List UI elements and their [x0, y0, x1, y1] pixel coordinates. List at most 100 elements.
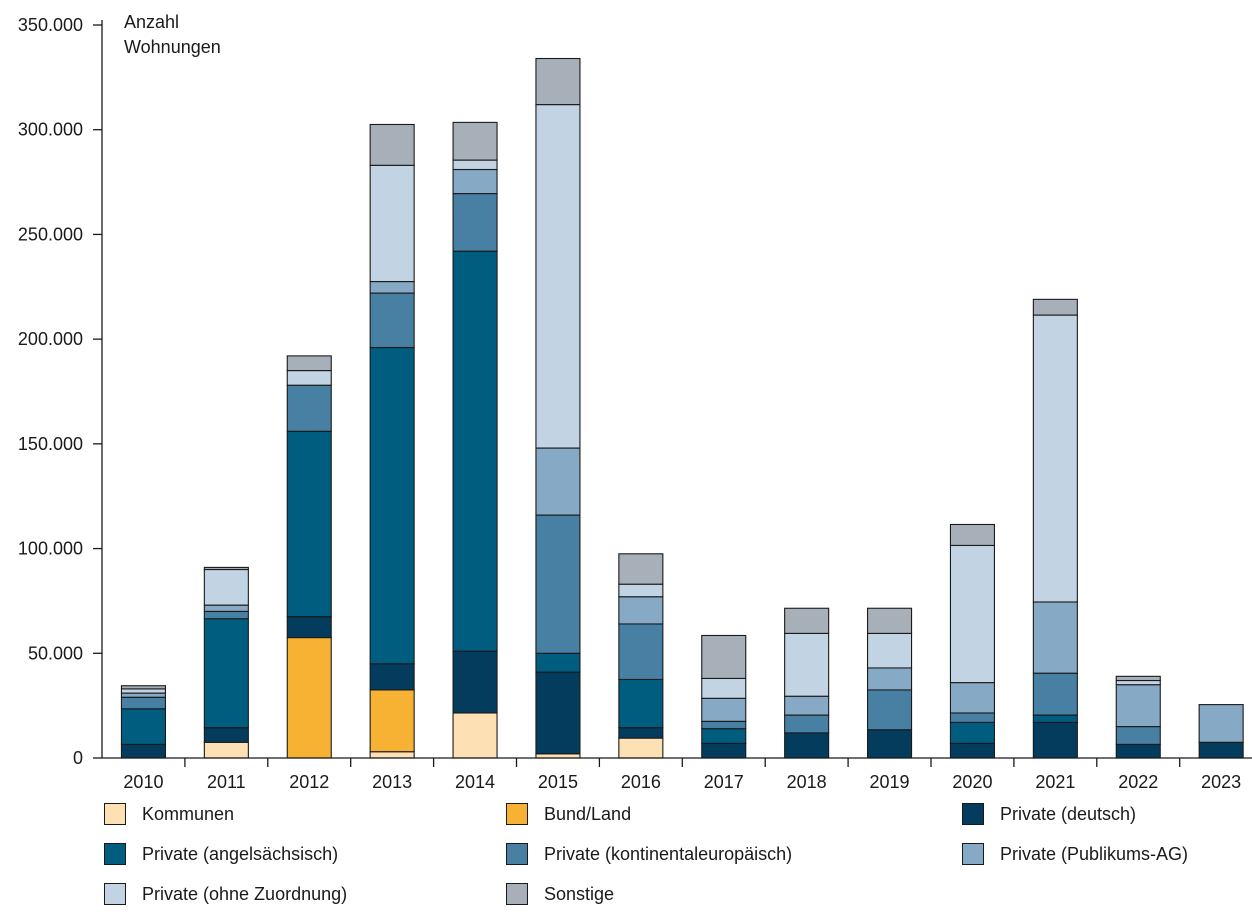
bar-segment — [286, 616, 332, 639]
bar-segment — [452, 650, 498, 714]
bar-segment — [120, 685, 166, 690]
bar-segment — [203, 568, 249, 606]
bar-segment — [203, 566, 249, 571]
bar-segment — [452, 159, 498, 171]
bar-segment — [949, 523, 996, 546]
bar-segment — [369, 346, 415, 665]
x-tick-label: 2023 — [1201, 772, 1241, 792]
bar-segment — [618, 623, 664, 681]
bar-segment — [535, 104, 581, 449]
bar-segment — [1032, 714, 1078, 723]
bar-segment — [369, 751, 415, 759]
bar-segment — [203, 741, 249, 759]
y-tick-label: 150.000 — [18, 434, 83, 454]
x-tick-label: 2015 — [538, 772, 578, 792]
bar-segment — [1115, 679, 1161, 686]
x-tick-label: 2011 — [207, 772, 246, 792]
bar-segment — [701, 634, 747, 679]
y-tick-label: 100.000 — [18, 539, 83, 559]
bar-segment — [369, 292, 415, 349]
x-tick-label: 2010 — [123, 772, 163, 792]
bar-segment — [866, 607, 913, 634]
bar-segment — [784, 695, 830, 716]
bar-segment — [452, 193, 498, 252]
x-tick-label: 2014 — [455, 772, 495, 792]
bar-segment — [1115, 726, 1161, 745]
bar-segment — [1198, 704, 1244, 743]
x-tick-label: 2013 — [372, 772, 412, 792]
bar-segment — [1115, 684, 1161, 728]
y-tick-label: 300.000 — [18, 120, 83, 140]
bar-segment — [1115, 675, 1161, 682]
bar-segment — [1032, 672, 1078, 716]
x-tick-label: 2021 — [1035, 772, 1075, 792]
bar-segment — [701, 697, 747, 722]
bar-segment — [784, 732, 830, 759]
bar-segment — [784, 714, 830, 734]
x-tick-label: 2020 — [952, 772, 992, 792]
bar-segment — [618, 583, 664, 598]
bar-segment — [286, 370, 332, 386]
bar-segment — [1032, 601, 1078, 674]
bar-segment — [618, 727, 664, 739]
bar-segment — [203, 618, 249, 729]
bar-segment — [203, 604, 249, 612]
x-tick-label: 2022 — [1118, 772, 1158, 792]
bar-segment — [120, 688, 166, 694]
bar-segment — [866, 689, 913, 731]
bar-segment — [618, 737, 664, 759]
bar-segment — [866, 632, 913, 669]
bar-segment — [618, 596, 664, 625]
bar-segment — [618, 678, 664, 729]
bar-segment — [535, 652, 581, 673]
bar-segment — [784, 632, 830, 697]
y-tick-label: 50.000 — [28, 643, 83, 663]
bar-segment — [949, 682, 996, 714]
bar-segment — [866, 667, 913, 691]
bar-segment — [535, 671, 581, 755]
bar-segment — [452, 168, 498, 195]
bar-segment — [1198, 741, 1244, 759]
bar-segment — [866, 729, 913, 759]
bar-segment — [120, 743, 166, 759]
bar-segment — [286, 430, 332, 618]
bar-segment — [1115, 743, 1161, 759]
y-axis: 0 50.000 100.000 150.000 200.000 250.000 300.0… — [18, 15, 103, 768]
bar-segment — [203, 727, 249, 743]
bar-segment — [535, 57, 581, 106]
bar-segment — [701, 742, 747, 759]
bar-segment — [120, 696, 166, 710]
bar-segment — [949, 721, 996, 744]
bar-segment — [120, 692, 166, 698]
bar-segment — [452, 712, 498, 759]
bar-segment — [784, 607, 830, 634]
bar-segment — [286, 384, 332, 432]
bar-segment — [535, 514, 581, 654]
bar-segment — [1032, 721, 1078, 759]
bar-segment — [949, 712, 996, 723]
bars — [120, 57, 1244, 759]
bar-segment — [286, 355, 332, 372]
bar-segment — [369, 123, 415, 166]
bar-segment — [452, 250, 498, 652]
bar-segment — [369, 280, 415, 294]
bar-segment — [949, 742, 996, 759]
bar-segment — [1032, 314, 1078, 603]
x-axis: 2010 2011 2012 2013 2014 2015 2016 2017 2018 2019… — [102, 757, 1252, 792]
y-tick-label: 0 — [73, 748, 83, 768]
bar-segment — [203, 610, 249, 620]
bar-segment — [618, 553, 664, 585]
x-tick-label: 2016 — [621, 772, 661, 792]
y-axis-label-line-1: Anzahl — [124, 12, 179, 32]
bar-segment — [701, 728, 747, 744]
bar-segment — [1032, 298, 1078, 316]
bar-segment — [701, 720, 747, 730]
y-tick-label: 250.000 — [18, 224, 83, 244]
y-axis-label-line-2: Wohnungen — [124, 37, 221, 57]
bar-segment — [369, 663, 415, 691]
bar-segment — [369, 164, 415, 283]
bar-segment — [369, 689, 415, 753]
bar-segment — [535, 447, 581, 516]
x-tick-label: 2019 — [870, 772, 910, 792]
